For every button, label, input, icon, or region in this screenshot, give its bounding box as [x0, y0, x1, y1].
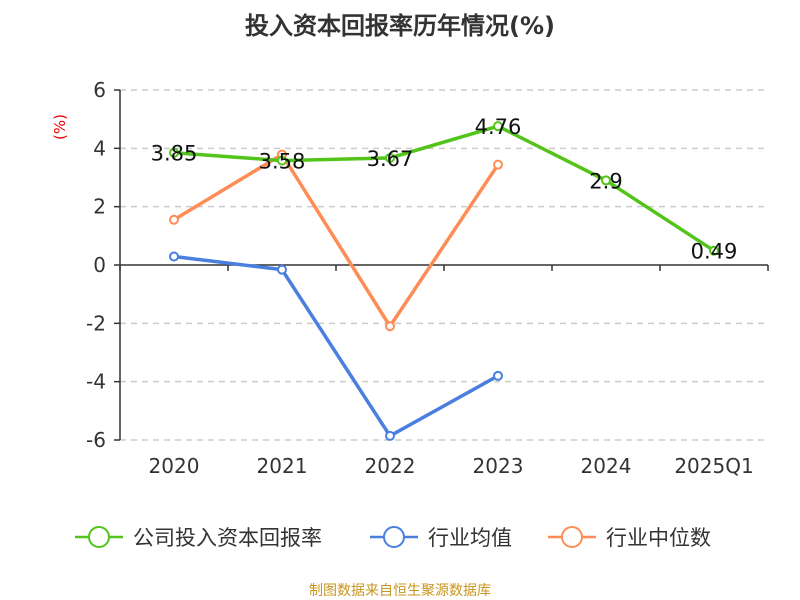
legend-label: 公司投入资本回报率	[133, 526, 322, 550]
data-label: 3.58	[259, 150, 306, 174]
data-point	[493, 121, 503, 132]
x-tick-label: 2024	[581, 454, 632, 478]
data-label: 3.67	[367, 147, 414, 171]
x-tick-label: 2021	[257, 454, 308, 478]
chart-title: 投入资本回报率历年情况(%)	[245, 12, 555, 40]
y-tick-label: 6	[93, 78, 106, 102]
legend-label: 行业中位数	[606, 526, 711, 550]
legend-marker	[88, 526, 110, 548]
x-tick-label: 2025Q1	[674, 454, 753, 478]
legend-marker	[383, 526, 405, 548]
data-point	[385, 152, 395, 163]
data-point	[169, 147, 179, 158]
data-source-footer: 制图数据来自恒生聚源数据库	[309, 583, 491, 599]
data-point	[385, 321, 395, 332]
data-point	[493, 370, 503, 381]
y-tick-label: -2	[86, 311, 106, 335]
series-line	[173, 152, 500, 330]
x-tick-label: 2020	[149, 454, 200, 478]
data-label: 0.49	[691, 240, 738, 264]
series-line	[173, 124, 715, 253]
legend-marker	[561, 526, 583, 548]
data-point	[385, 430, 395, 441]
data-point	[169, 214, 179, 225]
data-point	[601, 175, 611, 186]
data-point	[709, 245, 719, 256]
data-point	[169, 251, 179, 262]
y-axis-label: (%)	[51, 114, 69, 140]
series-line	[173, 254, 499, 439]
data-label: 3.85	[151, 142, 198, 166]
data-point	[277, 155, 287, 166]
data-point	[493, 159, 503, 170]
data-label: 4.76	[475, 115, 522, 139]
x-tick-label: 2022	[365, 454, 416, 478]
y-tick-label: 0	[93, 253, 106, 277]
y-tick-label: 2	[93, 195, 106, 219]
x-tick-label: 2023	[473, 454, 524, 478]
y-tick-label: -4	[86, 370, 106, 394]
y-tick-label: -6	[86, 428, 106, 452]
data-point	[277, 264, 287, 275]
legend-label: 行业均值	[428, 526, 512, 550]
data-label: 2.9	[589, 169, 622, 193]
y-tick-label: 4	[93, 136, 106, 160]
